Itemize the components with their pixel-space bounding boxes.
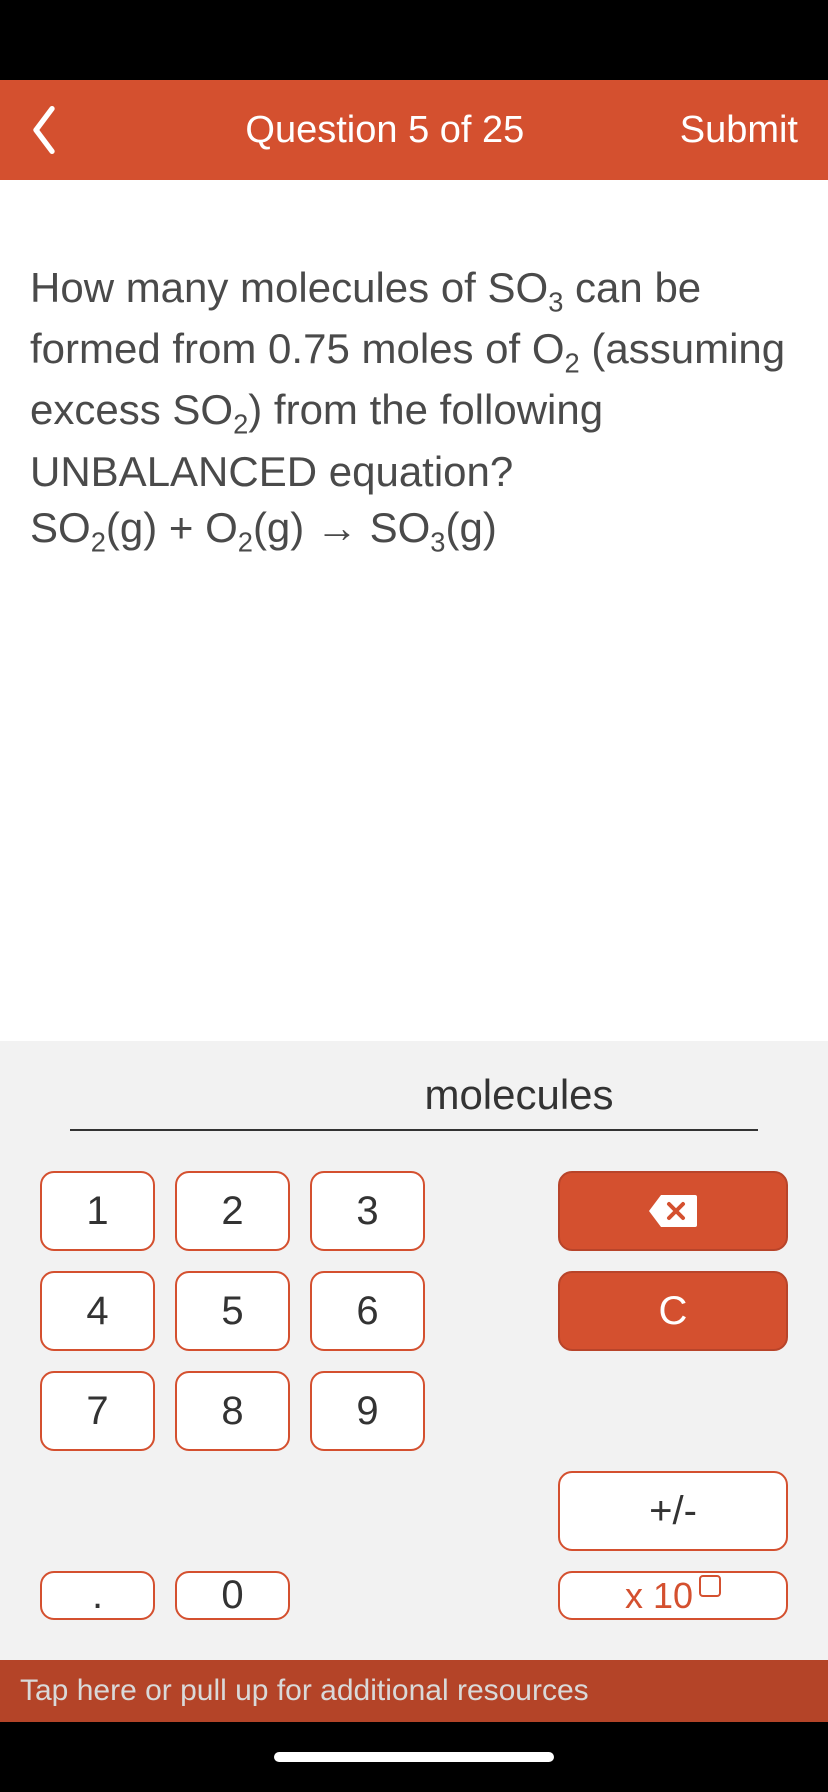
exponent-label: x 10 — [625, 1575, 693, 1617]
key-0[interactable]: 0 — [175, 1571, 290, 1620]
back-button[interactable] — [30, 106, 90, 154]
keypad: 1 2 3 4 5 6 C 7 8 9 +/- . 0 x 10 — [30, 1171, 798, 1620]
exponent-box-icon — [699, 1575, 721, 1597]
spacer — [445, 1371, 538, 1451]
question-content: How many molecules of SO3 can be formed … — [0, 180, 828, 1041]
resources-banner[interactable]: Tap here or pull up for additional resou… — [0, 1660, 828, 1722]
key-9[interactable]: 9 — [310, 1371, 425, 1451]
key-3[interactable]: 3 — [310, 1171, 425, 1251]
status-bar — [0, 0, 828, 80]
key-sign[interactable]: +/- — [558, 1471, 788, 1551]
backspace-icon — [647, 1193, 699, 1229]
key-dot[interactable]: . — [40, 1571, 155, 1620]
key-4[interactable]: 4 — [40, 1271, 155, 1351]
home-indicator[interactable] — [274, 1752, 554, 1762]
key-7[interactable]: 7 — [40, 1371, 155, 1451]
clear-button[interactable]: C — [558, 1271, 788, 1351]
chevron-left-icon — [30, 106, 58, 154]
question-text: How many molecules of SO3 can be formed … — [30, 260, 798, 562]
key-8[interactable]: 8 — [175, 1371, 290, 1451]
submit-button[interactable]: Submit — [680, 109, 798, 152]
key-1[interactable]: 1 — [40, 1171, 155, 1251]
answer-section: molecules 1 2 3 4 5 6 C 7 8 9 +/- . 0 x … — [0, 1041, 828, 1660]
key-5[interactable]: 5 — [175, 1271, 290, 1351]
spacer — [445, 1171, 538, 1251]
spacer — [445, 1571, 538, 1620]
spacer — [445, 1271, 538, 1351]
key-6[interactable]: 6 — [310, 1271, 425, 1351]
question-counter: Question 5 of 25 — [90, 109, 680, 152]
key-2[interactable]: 2 — [175, 1171, 290, 1251]
backspace-button[interactable] — [558, 1171, 788, 1251]
exponent-button[interactable]: x 10 — [558, 1571, 788, 1620]
header-bar: Question 5 of 25 Submit — [0, 80, 828, 180]
spacer — [445, 1471, 538, 1551]
answer-unit: molecules — [424, 1071, 613, 1119]
answer-display[interactable]: molecules — [70, 1071, 758, 1131]
home-indicator-area — [0, 1722, 828, 1792]
